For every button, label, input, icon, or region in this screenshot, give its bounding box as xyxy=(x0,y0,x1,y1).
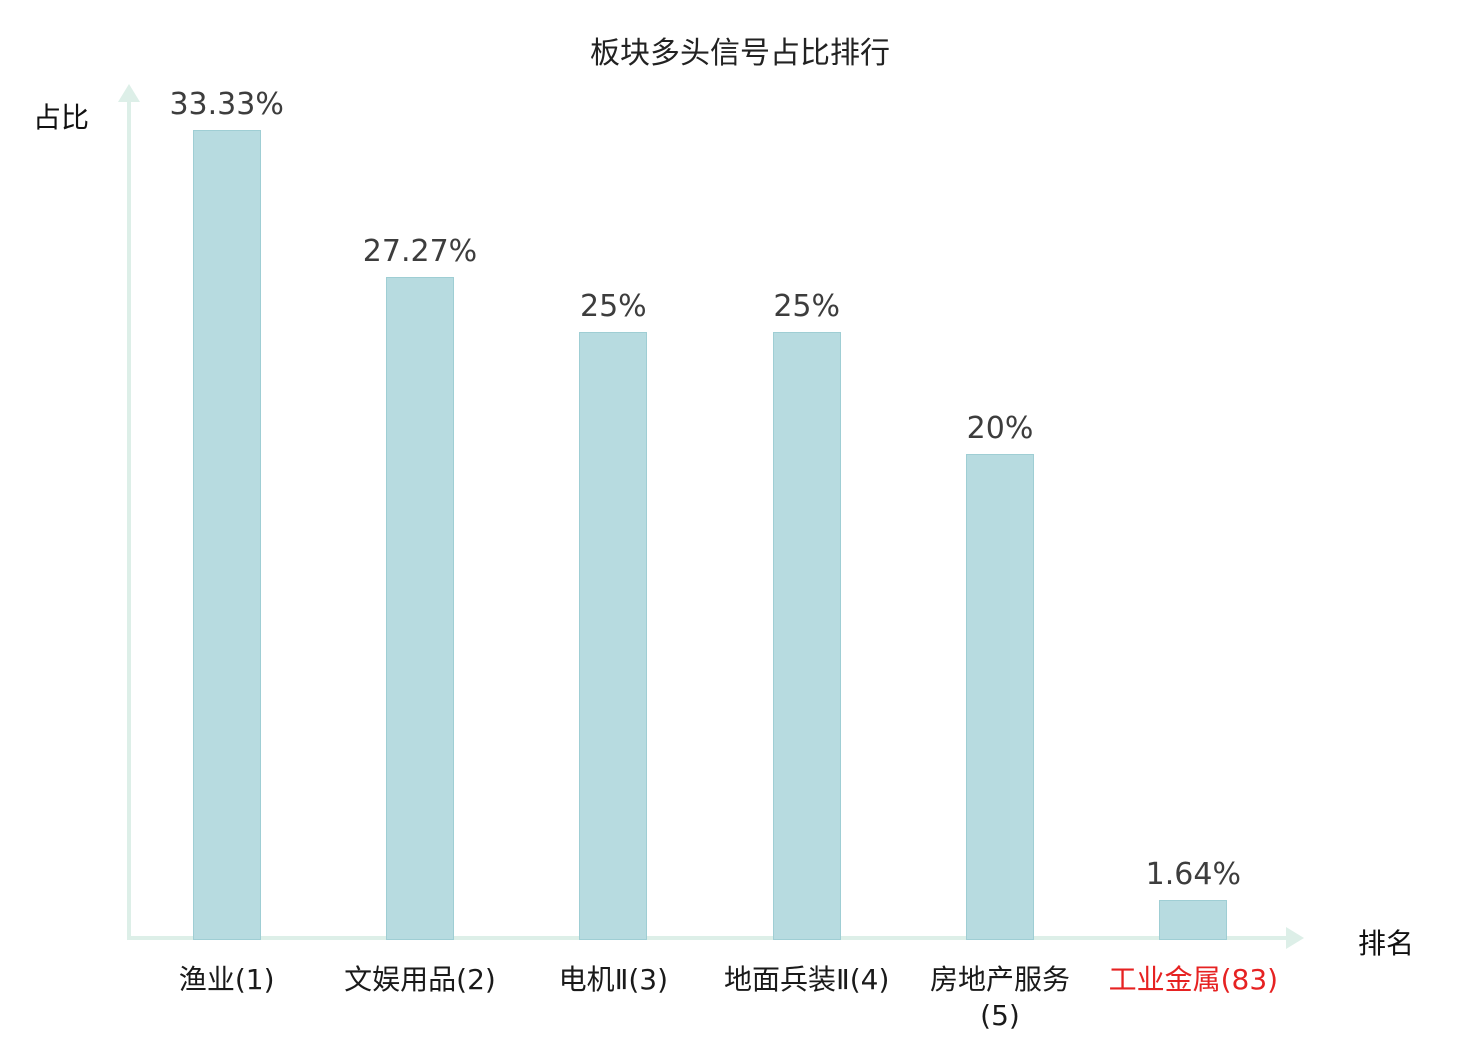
category-label: 房地产服务(5) xyxy=(929,963,1070,1033)
plot-area: 33.33% 27.27% 25% 25% 20% 1.64% xyxy=(130,87,1290,940)
category-label: 地面兵装Ⅱ(4) xyxy=(723,963,890,996)
bar-6 xyxy=(1159,900,1228,940)
category-label: 工业金属(83) xyxy=(1108,963,1279,996)
category-label: 渔业(1) xyxy=(178,963,275,996)
bar-value-label: 20% xyxy=(966,411,1034,446)
category-labels-row: 渔业(1) 文娱用品(2) 电机Ⅱ(3) 地面兵装Ⅱ(4) 房地产服务(5) 工业金属(8… xyxy=(130,962,1290,1040)
y-axis-line xyxy=(127,100,131,940)
y-axis-label: 占比 xyxy=(33,101,90,134)
bar-value-label: 1.64% xyxy=(1145,857,1241,892)
bar-2 xyxy=(386,277,454,940)
bar-value-label: 25% xyxy=(579,289,647,324)
bar-4 xyxy=(772,332,841,940)
bar-5 xyxy=(966,454,1034,940)
chart-title: 板块多头信号占比排行 xyxy=(590,36,890,71)
category-label: 文娱用品(2) xyxy=(344,963,496,996)
bar-value-label: 27.27% xyxy=(362,234,478,269)
bar-value-label: 33.33% xyxy=(169,87,284,122)
category-label: 电机Ⅱ(3) xyxy=(558,963,669,996)
x-axis-arrow-icon xyxy=(1286,927,1304,949)
y-axis-arrow-icon xyxy=(118,84,140,102)
bar-value-label: 25% xyxy=(773,289,840,324)
bar-3 xyxy=(579,332,648,940)
bar-1 xyxy=(192,130,261,940)
x-axis-line xyxy=(129,936,1287,940)
x-axis-label: 排名 xyxy=(1358,927,1415,960)
